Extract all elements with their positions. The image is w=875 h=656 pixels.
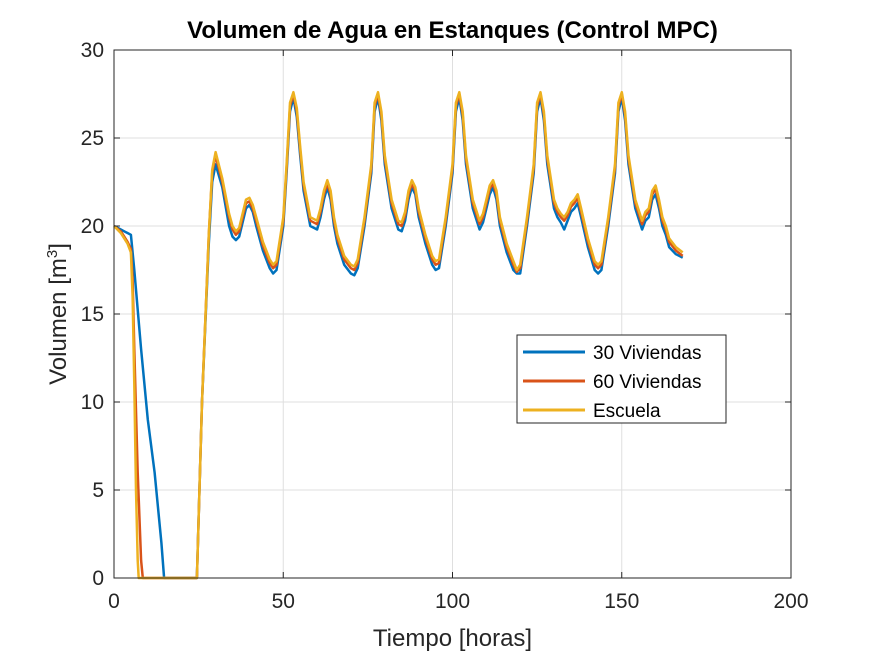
y-axis-label-main: Volumen [m bbox=[45, 258, 72, 385]
legend-label-30-viviendas: 30 Viviendas bbox=[593, 343, 701, 364]
legend: 30 Viviendas 60 Viviendas Escuela bbox=[516, 334, 727, 424]
x-tick-label: 200 bbox=[773, 590, 808, 613]
series-line-escuela bbox=[113, 90, 684, 580]
x-axis-label: Tiempo [horas] bbox=[373, 625, 532, 652]
chart-title: Volumen de Agua en Estanques (Control MP… bbox=[187, 17, 718, 44]
y-axis-label-superscript: 3 bbox=[44, 250, 61, 258]
y-tick-label: 5 bbox=[92, 479, 104, 502]
x-tick-label: 50 bbox=[272, 590, 295, 613]
y-tick-label: 0 bbox=[92, 567, 104, 590]
y-axis-label-end: ] bbox=[45, 243, 72, 250]
y-axis-label: Volumen [m3] bbox=[44, 243, 72, 385]
x-tick-label: 150 bbox=[604, 590, 639, 613]
y-tick-label: 10 bbox=[81, 391, 104, 414]
legend-label-60-viviendas: 60 Viviendas bbox=[593, 372, 701, 393]
y-tick-label: 30 bbox=[81, 39, 104, 62]
x-tick-label: 100 bbox=[435, 590, 470, 613]
series-line-30-viviendas bbox=[113, 96, 684, 580]
y-tick-label: 25 bbox=[81, 127, 104, 150]
y-tick-label: 20 bbox=[81, 215, 104, 238]
x-tick-label: 0 bbox=[108, 590, 120, 613]
ticks-group: 0 50 100 150 200 0 5 10 15 20 25 30 bbox=[81, 39, 809, 613]
series-group bbox=[113, 90, 684, 580]
legend-box bbox=[516, 334, 727, 424]
y-tick-label: 15 bbox=[81, 303, 104, 326]
legend-label-escuela: Escuela bbox=[593, 401, 661, 422]
